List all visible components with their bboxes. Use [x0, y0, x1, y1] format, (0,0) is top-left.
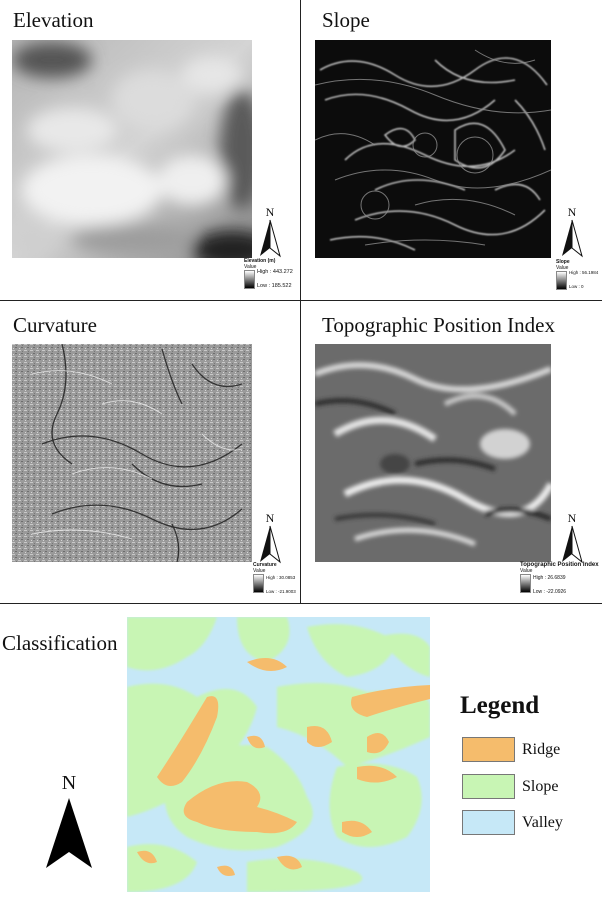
slope-color-ramp: [556, 271, 567, 290]
north-arrow-tpi: N: [557, 512, 587, 569]
slope-title: Slope: [322, 8, 370, 32]
legend-swatch-ridge: [462, 737, 515, 762]
elevation-legend: Elevation (m) Value High : 443.272 Low :…: [244, 258, 293, 289]
north-arrow-icon: [562, 525, 583, 564]
curvature-title: Curvature: [13, 313, 97, 337]
elevation-map: [12, 40, 252, 258]
north-arrow-elevation: N: [255, 206, 285, 263]
curvature-legend: Curvature Value High : 30.0853 Low : -21…: [253, 562, 296, 594]
north-arrow-curvature: N: [255, 512, 285, 569]
elevation-color-ramp: [244, 270, 255, 289]
tpi-color-ramp: [520, 574, 531, 593]
north-arrow-slope: N: [557, 206, 587, 263]
tpi-title: Topographic Position Index: [322, 313, 555, 337]
divider-horizontal-2: [0, 603, 602, 604]
legend-label-slope: Slope: [522, 778, 559, 795]
slope-map: [315, 40, 551, 258]
tpi-map: [315, 344, 551, 562]
legend-swatch-valley: [462, 810, 515, 835]
classification-title: Classification: [2, 631, 118, 655]
north-arrow-icon: [562, 219, 583, 258]
legend-swatch-slope: [462, 774, 515, 799]
north-arrow-icon: [260, 219, 281, 258]
north-arrow-classification: N: [44, 772, 94, 877]
north-arrow-icon: [46, 798, 92, 868]
curvature-map: [12, 344, 252, 562]
divider-horizontal-1: [0, 300, 602, 301]
legend-label-valley: Valley: [522, 814, 563, 831]
slope-legend: Slope Value High : 56.1984 Low : 0: [556, 259, 599, 290]
north-arrow-icon: [260, 525, 281, 564]
divider-vertical: [300, 0, 301, 603]
classification-map: [127, 617, 430, 892]
legend-label-ridge: Ridge: [522, 741, 561, 758]
elevation-title: Elevation: [13, 8, 94, 32]
curvature-color-ramp: [253, 574, 264, 593]
legend-title: Legend: [460, 692, 540, 719]
tpi-legend: Topographic Position Index Value High : …: [520, 562, 599, 595]
